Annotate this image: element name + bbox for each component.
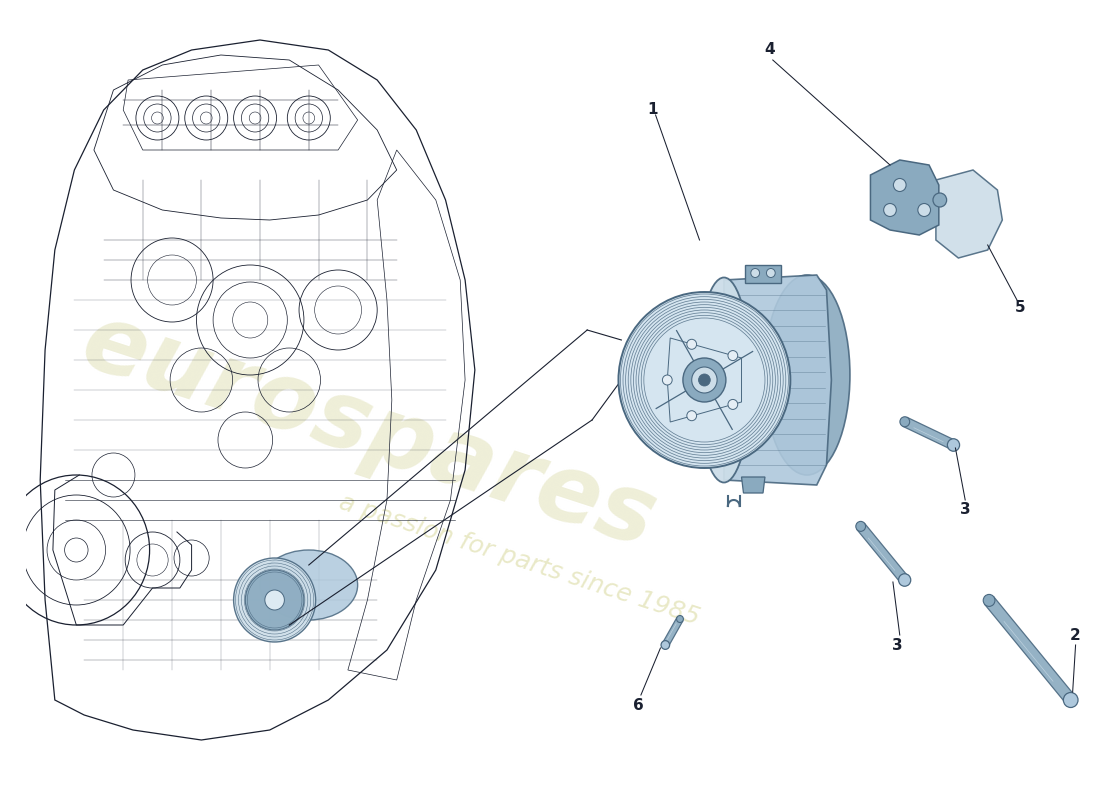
Polygon shape bbox=[662, 618, 683, 646]
Ellipse shape bbox=[676, 615, 683, 622]
Text: 4: 4 bbox=[764, 42, 776, 58]
Circle shape bbox=[933, 193, 947, 207]
Polygon shape bbox=[936, 170, 1002, 258]
Circle shape bbox=[618, 292, 791, 468]
Ellipse shape bbox=[764, 275, 850, 475]
Ellipse shape bbox=[1064, 693, 1078, 707]
Text: eurospares: eurospares bbox=[72, 296, 668, 568]
Polygon shape bbox=[857, 523, 909, 583]
Circle shape bbox=[683, 358, 726, 402]
Ellipse shape bbox=[661, 641, 670, 650]
Ellipse shape bbox=[900, 417, 910, 426]
Circle shape bbox=[686, 410, 696, 421]
Circle shape bbox=[698, 374, 711, 386]
Circle shape bbox=[767, 269, 775, 278]
Text: 6: 6 bbox=[632, 698, 644, 713]
Circle shape bbox=[883, 203, 896, 217]
Polygon shape bbox=[724, 275, 832, 485]
Text: a passion for parts since 1985: a passion for parts since 1985 bbox=[337, 490, 703, 630]
Polygon shape bbox=[741, 477, 764, 493]
Circle shape bbox=[662, 375, 672, 385]
Circle shape bbox=[751, 269, 760, 278]
Ellipse shape bbox=[260, 550, 358, 620]
Circle shape bbox=[893, 178, 906, 191]
Circle shape bbox=[728, 399, 738, 410]
Ellipse shape bbox=[856, 522, 866, 531]
Text: 5: 5 bbox=[1014, 301, 1025, 315]
Polygon shape bbox=[903, 418, 956, 450]
Polygon shape bbox=[984, 597, 1075, 704]
Ellipse shape bbox=[697, 278, 751, 482]
Text: 2: 2 bbox=[1070, 627, 1081, 642]
Text: 1: 1 bbox=[648, 102, 658, 118]
Polygon shape bbox=[870, 160, 938, 235]
Ellipse shape bbox=[983, 594, 994, 606]
Circle shape bbox=[917, 203, 931, 217]
Ellipse shape bbox=[947, 438, 959, 451]
Circle shape bbox=[265, 590, 285, 610]
Text: 3: 3 bbox=[891, 638, 902, 653]
Text: 3: 3 bbox=[960, 502, 970, 518]
Ellipse shape bbox=[899, 574, 911, 586]
Circle shape bbox=[728, 350, 738, 361]
Circle shape bbox=[233, 558, 316, 642]
Circle shape bbox=[692, 367, 717, 393]
Circle shape bbox=[686, 339, 696, 350]
Circle shape bbox=[245, 570, 304, 630]
Bar bbox=[746, 265, 781, 283]
